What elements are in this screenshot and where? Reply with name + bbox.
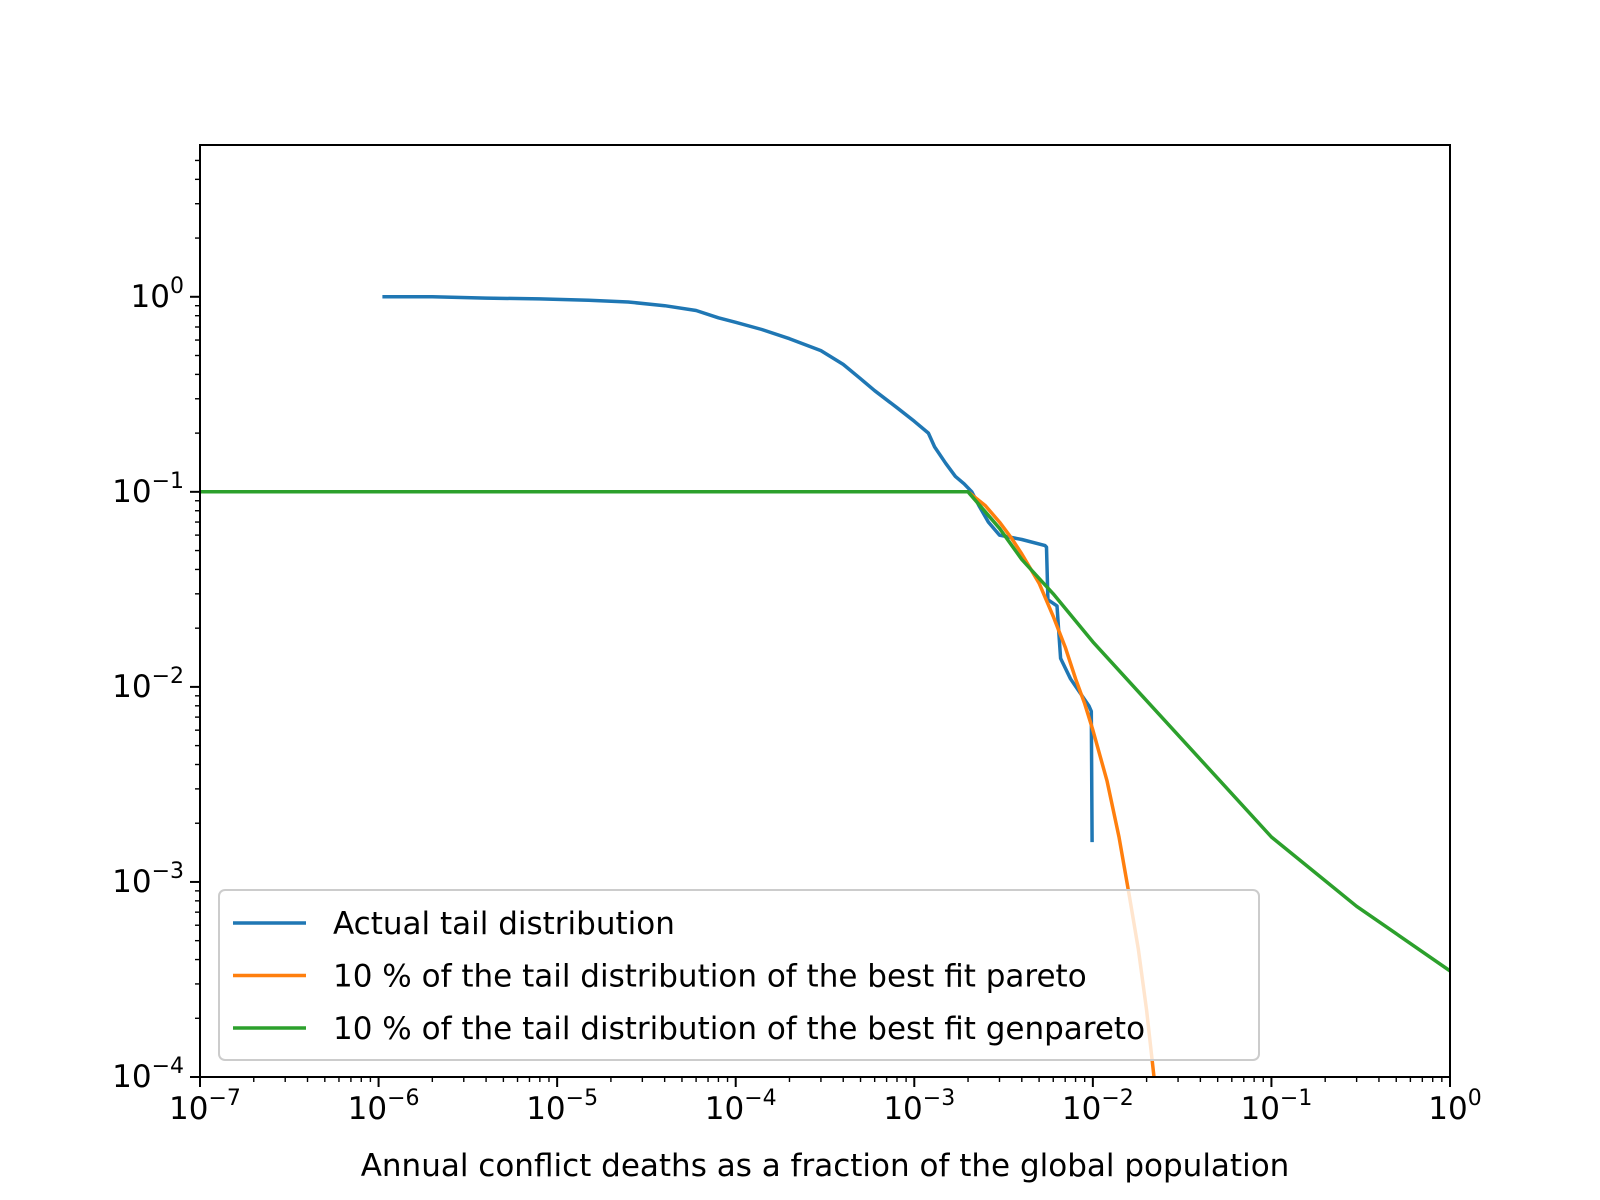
plot-frame xyxy=(199,144,1451,1078)
x-tick-label: 10−6 xyxy=(348,1086,420,1127)
series-line-2 xyxy=(200,490,1450,973)
legend-label-1: 10 % of the tail distribution of the bes… xyxy=(333,959,1087,995)
x-axis-label: Annual conflict deaths as a fraction of … xyxy=(361,1148,1290,1184)
y-axis: 100 10−1 10−2 10−3 10−4 xyxy=(112,274,200,1095)
y-tick-label: 10−2 xyxy=(112,664,184,705)
x-tick-label: 10−1 xyxy=(1240,1086,1312,1127)
x-tick-label: 10−3 xyxy=(883,1086,955,1127)
y-tick-label: 10−4 xyxy=(112,1054,184,1095)
x-tick-label: 10−2 xyxy=(1062,1086,1134,1127)
x-tick-label: 10−4 xyxy=(705,1086,777,1127)
x-tick-label: 10−5 xyxy=(526,1086,598,1127)
x-tick-label: 10−7 xyxy=(169,1086,241,1127)
x-axis: 10−7 10−6 10−5 10−4 10−3 10−2 10−1 100 xyxy=(169,1077,1482,1127)
y-tick-label: 100 xyxy=(131,274,184,315)
plot-area: 10−7 10−6 10−5 10−4 10−3 10−2 10−1 100 10010−11… xyxy=(112,144,1482,1127)
x-tick-label: 100 xyxy=(1428,1086,1481,1127)
y-tick-label: 10−1 xyxy=(112,469,184,510)
legend-box xyxy=(218,889,1260,1061)
legend-label-0: Actual tail distribution xyxy=(333,906,675,942)
legend-label-2: 10 % of the tail distribution of the bes… xyxy=(333,1011,1145,1047)
series-line-0 xyxy=(382,295,1094,843)
y-tick-label: 10−3 xyxy=(112,859,184,900)
legend: Actual tail distribution 10 % of the tail… xyxy=(218,889,1260,1061)
legend-items: Actual tail distribution 10 % of the tail… xyxy=(233,906,1145,1047)
